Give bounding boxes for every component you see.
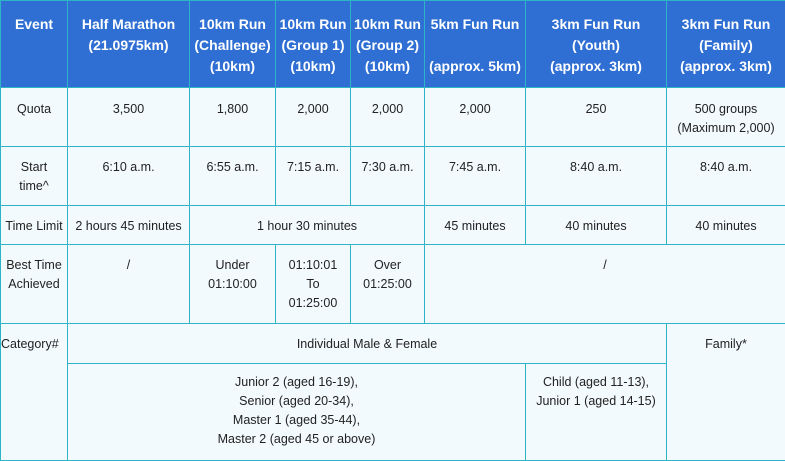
- quota-5km: 2,000: [425, 88, 526, 147]
- category-youth-groups: Child (aged 11-13), Junior 1 (aged 14-15…: [526, 364, 667, 461]
- start-challenge: 6:55 a.m.: [190, 147, 276, 206]
- best-rest: /: [425, 245, 785, 324]
- quota-group2: 2,000: [351, 88, 425, 147]
- header-10km-group2: 10km Run(Group 2)(10km): [351, 1, 425, 88]
- limit-half: 2 hours 45 minutes: [68, 206, 190, 245]
- start-family: 8:40 a.m.: [667, 147, 785, 206]
- quota-row: Quota 3,500 1,800 2,000 2,000 2,000 250 …: [1, 88, 785, 147]
- header-5km-fun-run: 5km Fun Run(approx. 5km): [425, 1, 526, 88]
- quota-youth: 250: [526, 88, 667, 147]
- row-label-category: Category#: [1, 324, 68, 461]
- limit-5km: 45 minutes: [425, 206, 526, 245]
- category-family: Family*: [667, 324, 785, 461]
- quota-group1: 2,000: [276, 88, 351, 147]
- start-half: 6:10 a.m.: [68, 147, 190, 206]
- header-10km-group1: 10km Run(Group 1)(10km): [276, 1, 351, 88]
- header-event: Event: [1, 1, 68, 88]
- category-individual: Individual Male & Female: [68, 324, 667, 364]
- row-label-time-limit: Time Limit: [1, 206, 68, 245]
- quota-family: 500 groups(Maximum 2,000): [667, 88, 785, 147]
- start-group1: 7:15 a.m.: [276, 147, 351, 206]
- limit-10km: 1 hour 30 minutes: [190, 206, 425, 245]
- limit-family: 40 minutes: [667, 206, 785, 245]
- quota-half: 3,500: [68, 88, 190, 147]
- start-group2: 7:30 a.m.: [351, 147, 425, 206]
- header-3km-family: 3km Fun Run(Family)(approx. 3km): [667, 1, 785, 88]
- header-3km-youth: 3km Fun Run(Youth)(approx. 3km): [526, 1, 667, 88]
- category-adult-groups: Junior 2 (aged 16-19), Senior (aged 20-3…: [68, 364, 526, 461]
- category-row: Category# Individual Male & Female Famil…: [1, 324, 785, 364]
- start-5km: 7:45 a.m.: [425, 147, 526, 206]
- header-row: Event Half Marathon(21.0975km) 10km Run(…: [1, 1, 785, 88]
- header-half-marathon: Half Marathon(21.0975km): [68, 1, 190, 88]
- row-label-quota: Quota: [1, 88, 68, 147]
- limit-youth: 40 minutes: [526, 206, 667, 245]
- time-limit-row: Time Limit 2 hours 45 minutes 1 hour 30 …: [1, 206, 785, 245]
- header-10km-challenge: 10km Run(Challenge)(10km): [190, 1, 276, 88]
- quota-challenge: 1,800: [190, 88, 276, 147]
- start-youth: 8:40 a.m.: [526, 147, 667, 206]
- best-half: /: [68, 245, 190, 324]
